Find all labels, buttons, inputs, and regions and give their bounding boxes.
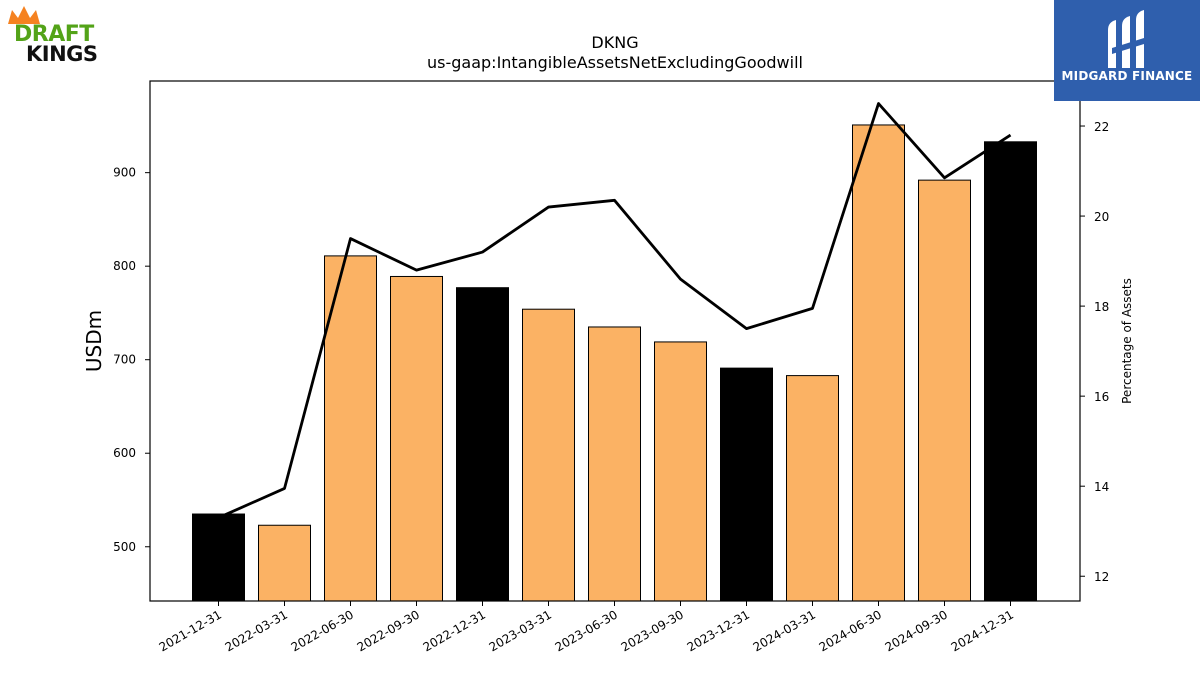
bar-2023-09-30 xyxy=(654,341,707,602)
x-tick-label: 2024-12-31 xyxy=(949,607,1016,654)
y-tick-label: 500 xyxy=(113,540,136,554)
midgard-finance-icon xyxy=(1108,10,1144,68)
draftkings-logo-line1: DRAFT xyxy=(14,22,94,47)
x-tick-label: 2022-06-30 xyxy=(289,607,356,654)
x-tick-label: 2024-06-30 xyxy=(817,607,884,654)
chart-title: DKNG xyxy=(591,33,638,52)
bar-2023-03-31 xyxy=(522,308,575,602)
y2-tick-label: 12 xyxy=(1094,570,1109,584)
y2-tick-label: 20 xyxy=(1094,210,1109,224)
midgard-finance-label: MIDGARD FINANCE xyxy=(1061,69,1193,83)
y2-tick-label: 22 xyxy=(1094,120,1109,134)
bar-2023-12-31 xyxy=(720,367,773,602)
bars-layer xyxy=(192,124,1037,602)
x-tick-label: 2024-09-30 xyxy=(883,607,950,654)
midgard-finance-logo: MIDGARD FINANCE xyxy=(1054,0,1200,101)
bar-2022-03-31 xyxy=(258,524,311,602)
draftkings-logo-line2: KINGS xyxy=(26,42,98,66)
y-tick-label: 600 xyxy=(113,446,136,460)
x-tick-label: 2024-03-31 xyxy=(751,607,818,654)
y2-axis-label: Percentage of Assets xyxy=(1120,278,1134,404)
y2-tick-label: 16 xyxy=(1094,390,1109,404)
x-tick-label: 2022-03-31 xyxy=(223,607,290,654)
bar-2022-12-31 xyxy=(456,287,509,602)
y-axis-left: 500 600 700 800 900 xyxy=(113,166,150,554)
bar-2022-09-30 xyxy=(390,275,443,602)
y2-tick-label: 14 xyxy=(1094,480,1109,494)
y-tick-label: 700 xyxy=(113,353,136,367)
x-tick-label: 2023-12-31 xyxy=(685,607,752,654)
crown-icon xyxy=(8,6,40,24)
x-tick-label: 2023-03-31 xyxy=(487,607,554,654)
bar-2024-09-30 xyxy=(918,179,971,602)
y-axis-label: USDm xyxy=(82,310,106,372)
bar-2024-12-31 xyxy=(984,141,1037,602)
series-line xyxy=(217,102,1012,519)
bar-2024-06-30 xyxy=(852,124,905,602)
x-tick-label: 2022-09-30 xyxy=(355,607,422,654)
draftkings-logo: DRAFT KINGS xyxy=(4,4,124,66)
y2-tick-label: 18 xyxy=(1094,300,1109,314)
y-axis-right: 12 14 16 18 20 22 xyxy=(1080,120,1109,584)
x-tick-label: 2022-12-31 xyxy=(421,607,488,654)
x-axis: 2021-12-312022-03-312022-06-302022-09-30… xyxy=(157,601,1016,654)
bar-2023-06-30 xyxy=(588,326,641,602)
bar-2021-12-31 xyxy=(192,513,245,602)
bar-2022-06-30 xyxy=(324,255,377,602)
chart-subtitle: us-gaap:IntangibleAssetsNetExcludingGood… xyxy=(427,53,803,72)
y-tick-label: 900 xyxy=(113,166,136,180)
line-layer xyxy=(217,102,1012,519)
x-tick-label: 2023-09-30 xyxy=(619,607,686,654)
y-tick-label: 800 xyxy=(113,259,136,273)
x-tick-label: 2023-06-30 xyxy=(553,607,620,654)
bar-2024-03-31 xyxy=(786,375,839,602)
x-tick-label: 2021-12-31 xyxy=(157,607,224,654)
